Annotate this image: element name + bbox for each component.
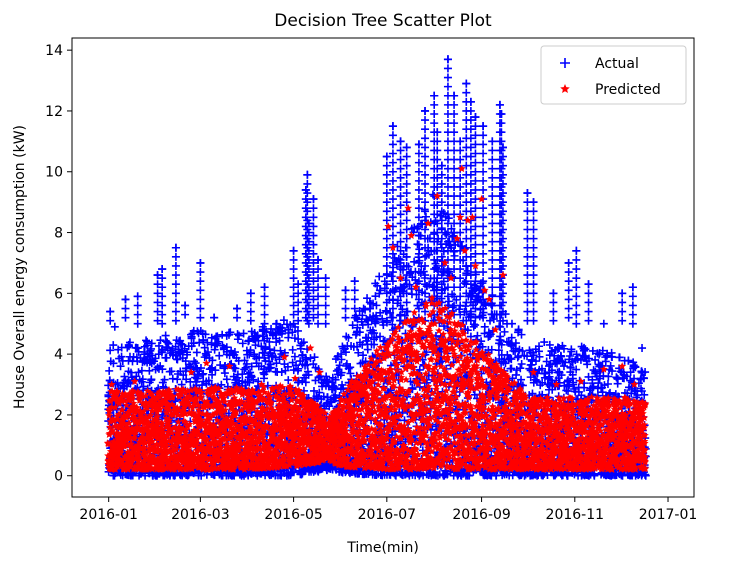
actual-point	[145, 366, 154, 375]
actual-point	[133, 344, 142, 353]
actual-point	[162, 353, 171, 362]
actual-point	[167, 367, 176, 376]
actual-point	[127, 368, 136, 377]
actual-point	[151, 354, 160, 363]
actual-point	[116, 362, 125, 371]
actual-point	[120, 372, 129, 381]
actual-point	[142, 336, 151, 345]
actual-point	[137, 366, 146, 375]
actual-point	[117, 352, 126, 361]
actual-point	[109, 359, 118, 368]
actual-point	[125, 338, 134, 347]
actual-point	[154, 341, 163, 350]
actual-point	[105, 366, 114, 375]
actual-point	[139, 382, 148, 391]
actual-point	[158, 365, 167, 374]
actual-point	[156, 336, 165, 345]
actual-point	[147, 375, 156, 384]
chart-title: Decision Tree Scatter Plot	[274, 11, 492, 31]
actual-point	[160, 375, 169, 384]
actual-point	[106, 346, 115, 355]
points-layer	[103, 55, 650, 480]
actual-point	[137, 377, 146, 386]
actual-point	[109, 341, 118, 350]
actual-point	[143, 337, 152, 346]
actual-point	[147, 339, 156, 348]
actual-point	[157, 346, 166, 355]
